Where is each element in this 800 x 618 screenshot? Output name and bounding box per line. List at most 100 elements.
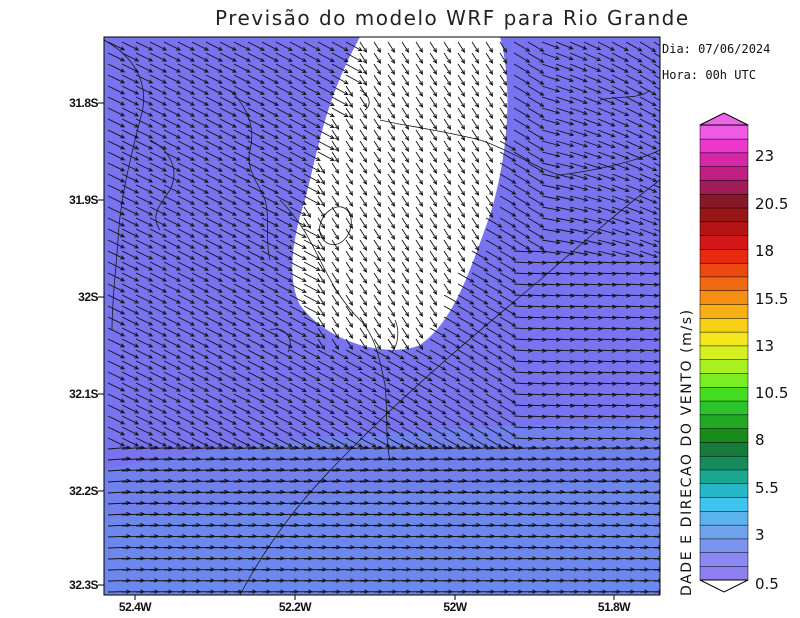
wind-arrow	[611, 217, 631, 225]
wind-arrow	[219, 162, 237, 172]
wind-arrow	[107, 349, 126, 359]
wind-arrow	[107, 522, 132, 528]
wind-arrow	[625, 63, 643, 74]
wind-arrow	[219, 239, 237, 249]
wind-arrow	[247, 534, 272, 539]
wind-arrow	[289, 52, 307, 62]
wind-arrow	[415, 305, 424, 317]
wind-arrow	[177, 239, 196, 249]
wind-arrow	[639, 52, 657, 63]
wind-arrow	[541, 63, 560, 71]
wind-arrow	[247, 41, 265, 51]
wind-arrow	[163, 283, 182, 293]
wind-arrow	[555, 250, 575, 256]
wind-arrow	[457, 184, 466, 196]
wind-arrow	[177, 327, 196, 337]
lon-label: 52W	[443, 600, 467, 614]
wind-arrow	[121, 173, 140, 183]
wind-arrow	[233, 217, 251, 227]
wind-arrow	[135, 393, 154, 403]
wind-arrow	[233, 371, 251, 381]
wind-arrow	[191, 261, 210, 271]
wind-arrow	[415, 261, 424, 273]
wind-arrow	[499, 140, 517, 151]
wind-arrow	[107, 534, 132, 539]
wind-arrow	[429, 151, 438, 163]
wind-arrow	[233, 261, 251, 271]
wind-arrow	[247, 173, 265, 183]
wind-arrow	[261, 545, 286, 550]
wind-arrow	[387, 360, 405, 371]
wind-arrow	[135, 545, 160, 550]
wind-arrow	[401, 52, 410, 64]
date-label: Dia: 07/06/2024	[662, 42, 771, 56]
wind-arrow	[275, 173, 293, 183]
wind-arrow	[415, 107, 424, 119]
wind-arrow	[205, 184, 223, 194]
wind-arrow	[471, 162, 480, 174]
wind-arrow	[303, 283, 321, 293]
wind-arrow	[471, 338, 489, 349]
wind-arrow	[275, 96, 293, 106]
wind-arrow	[331, 545, 356, 550]
wind-arrow	[205, 327, 223, 337]
wind-arrow	[191, 206, 210, 216]
wind-arrow	[149, 63, 168, 73]
wind-arrow	[247, 206, 265, 216]
wind-arrow	[247, 129, 265, 139]
wind-arrow	[205, 217, 223, 227]
wind-arrow	[191, 41, 210, 51]
wind-arrow	[233, 74, 251, 84]
wind-arrow	[653, 173, 660, 178]
wind-arrow	[177, 228, 196, 238]
wind-arrow	[303, 151, 321, 161]
wind-arrow	[149, 261, 168, 271]
wind-arrow	[233, 545, 258, 550]
colorbar-label: 18	[755, 242, 775, 260]
wind-arrow	[275, 404, 293, 414]
wind-arrow	[247, 545, 272, 550]
wind-arrow	[541, 151, 561, 158]
wind-arrow	[485, 349, 503, 360]
wind-arrow	[569, 162, 589, 170]
wind-arrow	[247, 250, 265, 260]
wind-arrow	[429, 305, 438, 317]
wind-arrow	[499, 217, 517, 228]
wind-arrow	[233, 305, 251, 315]
wind-arrow	[443, 151, 452, 163]
wind-arrow	[345, 382, 363, 393]
wind-arrow	[443, 261, 452, 273]
wind-arrow	[443, 74, 452, 86]
wind-arrow	[373, 426, 391, 437]
wind-arrow	[275, 74, 293, 84]
wind-arrow	[233, 162, 251, 172]
wind-arrow	[555, 151, 575, 158]
wind-arrow	[555, 63, 574, 72]
wind-arrow	[527, 206, 545, 217]
wind-arrow	[499, 85, 508, 97]
wind-arrow	[541, 239, 561, 245]
wind-arrow	[135, 371, 154, 381]
wind-arrow	[457, 41, 466, 53]
wind-arrow	[443, 107, 452, 119]
wind-arrow	[485, 85, 494, 97]
wind-arrow	[345, 294, 354, 306]
wind-arrow	[191, 118, 210, 128]
wind-arrow	[303, 360, 321, 370]
wind-arrow	[611, 239, 631, 247]
wind-arrow	[597, 239, 617, 246]
wind-arrow	[485, 52, 494, 64]
wind-arrow	[471, 140, 480, 152]
wind-arrow	[443, 327, 461, 338]
wind-arrow	[415, 294, 424, 306]
wind-arrow	[303, 250, 321, 260]
wind-arrow	[653, 349, 660, 351]
wind-arrow	[331, 228, 340, 240]
wind-arrow	[191, 316, 210, 326]
wind-arrow	[387, 250, 396, 262]
wind-arrow	[457, 63, 466, 75]
wind-arrow	[331, 349, 349, 360]
wind-arrow	[499, 63, 508, 75]
wind-arrow	[415, 173, 424, 185]
wind-arrow	[415, 52, 424, 64]
